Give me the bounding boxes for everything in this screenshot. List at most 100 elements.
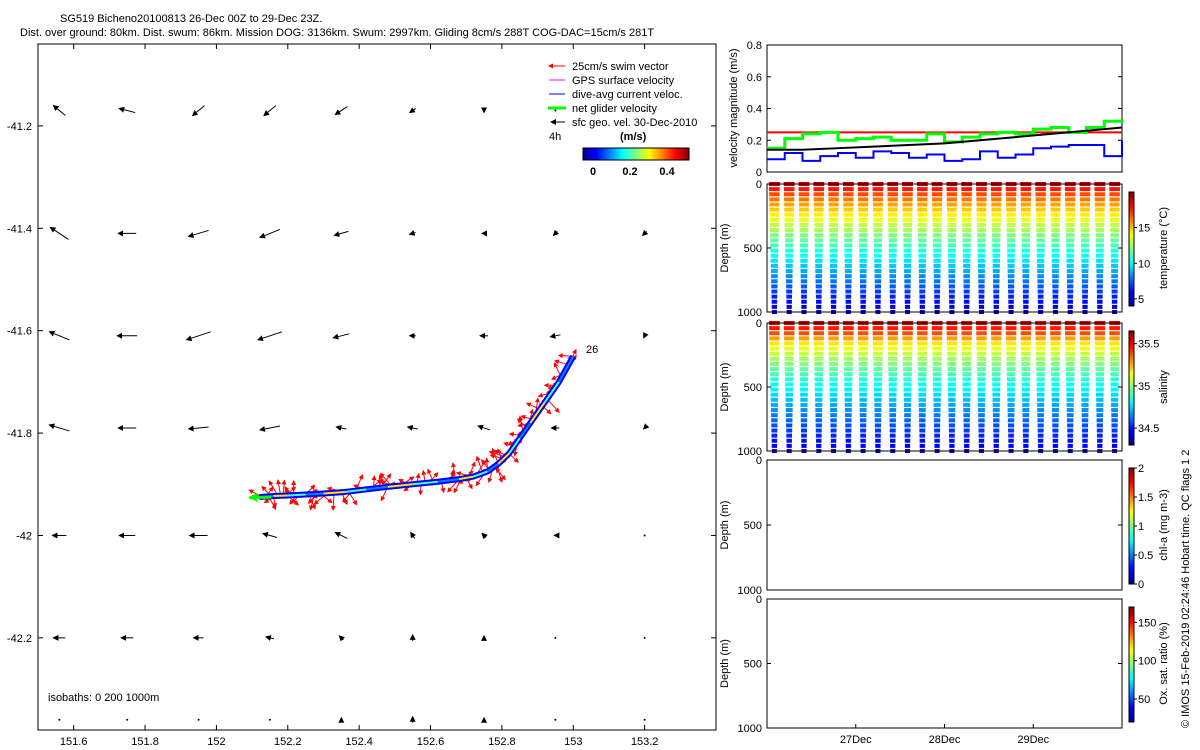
profile-sample xyxy=(829,253,838,258)
profile-sample xyxy=(874,423,882,428)
profile-sample xyxy=(1050,207,1061,212)
profile-sample xyxy=(1007,284,1015,289)
profile-sample xyxy=(769,336,780,341)
profile-sample xyxy=(993,289,1000,294)
profile-sample xyxy=(830,423,837,428)
profile-sample xyxy=(770,253,779,258)
profile-sample xyxy=(1036,222,1046,227)
profile-sample xyxy=(1037,423,1044,428)
profile-sample xyxy=(991,197,1002,202)
profile-sample xyxy=(1064,331,1076,336)
profile-sample xyxy=(889,402,897,407)
profile-sample xyxy=(1096,263,1104,268)
profile-sample xyxy=(1096,284,1103,289)
profile-sample xyxy=(1109,202,1120,207)
colorbar-tick-label: 2 xyxy=(1138,463,1144,475)
profile-sample xyxy=(1081,387,1089,392)
profile-sample xyxy=(888,356,898,361)
profile-sample xyxy=(1050,326,1061,331)
profile-sample xyxy=(770,382,779,387)
profile-sample xyxy=(993,418,1000,423)
profile-sample xyxy=(829,361,839,366)
profile-sample xyxy=(1095,361,1105,366)
profile-sample xyxy=(873,372,883,377)
profile-sample xyxy=(888,222,898,227)
profile-sample xyxy=(917,356,927,361)
profile-sample xyxy=(977,243,986,248)
profile-sample xyxy=(1036,377,1045,382)
profile-sample xyxy=(1080,243,1090,248)
profile-sample xyxy=(858,207,869,212)
profile-sample xyxy=(991,202,1002,207)
profile-sample xyxy=(786,299,792,304)
profile-sample xyxy=(829,243,838,248)
profile-sample xyxy=(963,299,970,304)
profile-sample xyxy=(1065,228,1075,233)
profile-sample xyxy=(1096,392,1104,397)
profile-sample xyxy=(786,289,793,294)
legend-net-label: net glider velocity xyxy=(572,103,657,115)
profile-sample xyxy=(872,341,883,346)
geo-vector xyxy=(263,105,277,117)
profile-sample xyxy=(785,392,793,397)
profile-sample xyxy=(814,238,823,243)
profile-sample xyxy=(976,207,987,212)
profile-sample xyxy=(947,361,957,366)
profile-sample xyxy=(932,346,942,351)
profile-sample xyxy=(1111,423,1118,428)
profile-sample xyxy=(1036,248,1045,253)
profile-sample xyxy=(962,243,971,248)
profile-sample xyxy=(829,222,839,227)
profile-sample xyxy=(1065,351,1075,356)
profile-sample xyxy=(798,341,809,346)
profile-sample xyxy=(1080,202,1091,207)
profile-sample xyxy=(991,233,1001,238)
profile-sample xyxy=(887,351,898,356)
profile-sample xyxy=(830,443,837,448)
profile-sample xyxy=(1109,336,1120,341)
profile-sample xyxy=(771,423,778,428)
profile-sample xyxy=(1110,397,1119,402)
profile-sample xyxy=(904,428,911,433)
profile-sample xyxy=(918,382,927,387)
profile-sample xyxy=(813,336,824,341)
profile-sample xyxy=(845,279,852,284)
profile-sample xyxy=(932,356,942,361)
profile-sample xyxy=(932,222,942,227)
profile-sample xyxy=(1109,326,1120,331)
depth-y-tick-label: 0 xyxy=(756,179,762,191)
dac-track xyxy=(259,354,576,501)
profile-sample xyxy=(799,351,809,356)
profile-sample xyxy=(815,284,822,289)
profile-sample xyxy=(918,402,926,407)
profile-sample xyxy=(887,346,898,351)
map-x-tick-label: 151.6 xyxy=(60,736,88,748)
profile-sample xyxy=(1111,274,1118,279)
profile-sample xyxy=(1022,428,1029,433)
profile-sample xyxy=(845,274,852,279)
profile-sample xyxy=(1079,326,1091,331)
profile-sample xyxy=(784,202,795,207)
track-segment xyxy=(323,490,345,495)
profile-sample xyxy=(1081,413,1089,418)
profile-sample xyxy=(784,361,794,366)
profile-sample xyxy=(1036,217,1046,222)
profile-sample xyxy=(976,326,987,331)
profile-sample xyxy=(1080,377,1090,382)
profile-sample xyxy=(860,304,866,309)
profile-sample xyxy=(978,304,985,309)
profile-sample xyxy=(1008,433,1014,438)
profile-sample xyxy=(859,418,867,423)
profile-sample xyxy=(1109,217,1120,222)
profile-sample xyxy=(946,202,957,207)
profile-sample xyxy=(872,326,884,331)
geo-vector xyxy=(642,423,650,430)
profile-sample xyxy=(962,253,971,258)
profile-sample xyxy=(978,433,985,438)
profile-sample xyxy=(1079,187,1091,192)
profile-sample xyxy=(785,248,794,253)
profile-sample xyxy=(859,279,867,284)
depth-y-label: Depth (m) xyxy=(719,639,731,688)
profile-sample xyxy=(815,428,822,433)
profile-sample xyxy=(770,243,779,248)
